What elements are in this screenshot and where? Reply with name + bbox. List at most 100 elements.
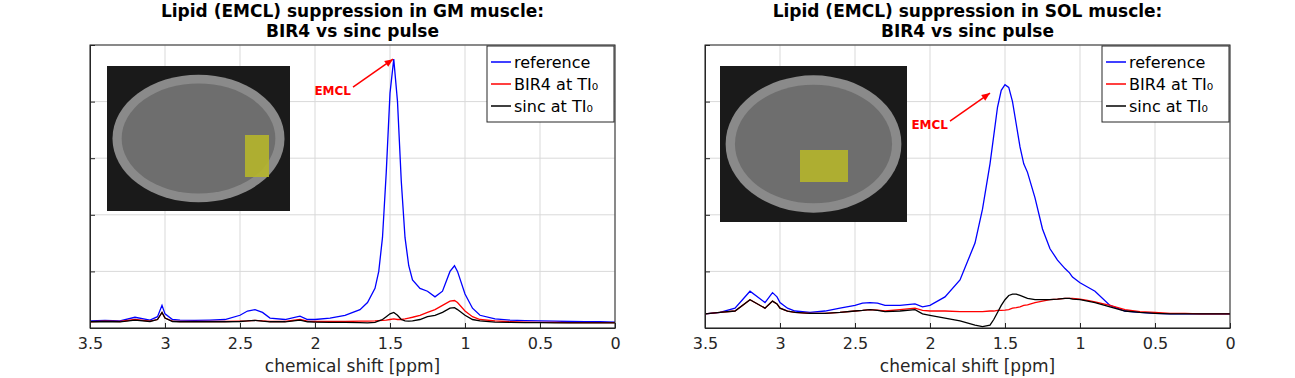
- legend-label: sinc at TI₀: [514, 97, 593, 116]
- annotation: EMCL: [314, 59, 393, 98]
- inset-image: [107, 66, 290, 211]
- y-tick: [705, 271, 710, 272]
- y-axis-line: [705, 46, 706, 329]
- y-tick-mark: [90, 271, 95, 272]
- inset-muscle: [122, 83, 276, 193]
- x-tick-mark: [930, 323, 931, 328]
- x-tick: 0.5: [1143, 323, 1168, 353]
- y-axis: [90, 46, 95, 329]
- y-tick-mark: [90, 102, 95, 103]
- x-tick: 2.5: [228, 323, 253, 353]
- y-tick-mark: [90, 158, 95, 159]
- x-tick: 2: [310, 323, 320, 353]
- x-tick: 1: [460, 323, 470, 353]
- series-line: [705, 294, 1230, 327]
- plot-background: [90, 45, 615, 328]
- x-tick-label: 1: [1075, 334, 1085, 353]
- x-tick-label: 1.5: [378, 334, 403, 353]
- x-tick-mark: [540, 323, 541, 328]
- grid-line-x: [1005, 45, 1006, 328]
- legend-label: BIR4 at TI₀: [514, 75, 598, 94]
- title: Lipid (EMCL) suppression in GM muscle:: [161, 1, 544, 21]
- inset-voxel: [800, 150, 848, 182]
- inset-voxel: [245, 135, 269, 177]
- y-tick: [90, 215, 95, 216]
- x-tick-mark: [390, 323, 391, 328]
- y-tick: [90, 328, 95, 329]
- plot-background: [705, 45, 1230, 328]
- y-axis: [705, 46, 710, 329]
- legend-box: [487, 46, 614, 122]
- annotation: EMCL: [911, 93, 990, 132]
- grid-line-x: [930, 45, 931, 328]
- y-tick-mark: [705, 215, 710, 216]
- figure: 3.5 3 2.5 2 1.5 1 0.5 0 Lipid (EMCL) suppression…: [0, 0, 1295, 378]
- y-tick: [705, 215, 710, 216]
- legend-label: reference: [1129, 53, 1205, 72]
- series-group: [90, 59, 615, 323]
- x-axis-line: [706, 328, 1231, 329]
- x-tick: 1.5: [378, 323, 403, 353]
- legend-label: sinc at TI₀: [1129, 97, 1208, 116]
- series-line: [90, 59, 615, 322]
- y-tick: [705, 328, 710, 329]
- x-tick-mark: [240, 323, 241, 328]
- x-tick-label: 2: [310, 334, 320, 353]
- inset-muscle: [735, 85, 892, 204]
- legend-swatch: [491, 83, 511, 85]
- x-tick-mark: [165, 323, 166, 328]
- x-tick-mark: [315, 323, 316, 328]
- x-tick: 3: [775, 323, 785, 353]
- x-tick-mark: [1230, 323, 1231, 328]
- legend-swatch: [1106, 105, 1126, 107]
- x-tick-label: 1: [460, 334, 470, 353]
- y-tick-mark: [90, 328, 95, 329]
- inset-image: [720, 66, 907, 222]
- y-tick: [90, 158, 95, 159]
- y-axis-line: [90, 46, 91, 329]
- inset-background: [720, 66, 907, 222]
- plot-frame: [705, 45, 1230, 328]
- grid: [705, 45, 1230, 328]
- x-tick-label: 3: [160, 334, 170, 353]
- x-tick-label: 2.5: [228, 334, 253, 353]
- annotation-arrowhead: [981, 93, 990, 101]
- x-tick: 2: [925, 323, 935, 353]
- x-tick-label: 2: [925, 334, 935, 353]
- grid: [90, 45, 615, 328]
- x-tick-mark: [1080, 323, 1081, 328]
- y-tick-mark: [90, 45, 95, 46]
- grid-line-x: [1080, 45, 1081, 328]
- x-tick-label: 0.5: [1143, 334, 1168, 353]
- x-tick: 3: [160, 323, 170, 353]
- y-tick-mark: [705, 102, 710, 103]
- y-tick: [705, 45, 710, 46]
- x-axis: 3.532.521.510.50: [693, 323, 1236, 353]
- annotation-arrow: [353, 59, 393, 87]
- y-tick: [90, 45, 95, 46]
- grid-line-x: [465, 45, 466, 328]
- x-tick-mark: [1155, 323, 1156, 328]
- legend-swatch: [1106, 83, 1126, 85]
- y-tick-mark: [705, 328, 710, 329]
- series-line: [90, 308, 615, 323]
- x-axis-line: [91, 328, 616, 329]
- y-tick: [705, 102, 710, 103]
- x-tick-label: 0: [610, 334, 620, 353]
- y-tick-mark: [705, 158, 710, 159]
- annotation-text: EMCL: [911, 118, 948, 132]
- inset-leg: [726, 75, 902, 212]
- x-tick-label: 2.5: [843, 334, 868, 353]
- x-tick-label: 3.5: [78, 334, 103, 353]
- x-axis-title: chemical shift [ppm]: [265, 356, 440, 376]
- y-tick-mark: [90, 215, 95, 216]
- y-tick: [705, 158, 710, 159]
- y-tick: [90, 102, 95, 103]
- x-tick-mark: [1005, 323, 1006, 328]
- x-tick-mark: [615, 323, 616, 328]
- legend-swatch: [491, 61, 511, 63]
- x-tick: 1.5: [993, 323, 1018, 353]
- x-tick: 0: [1225, 323, 1235, 353]
- x-tick: 2.5: [843, 323, 868, 353]
- panel: 3.532.521.510.50Lipid (EMCL) suppression…: [78, 1, 621, 376]
